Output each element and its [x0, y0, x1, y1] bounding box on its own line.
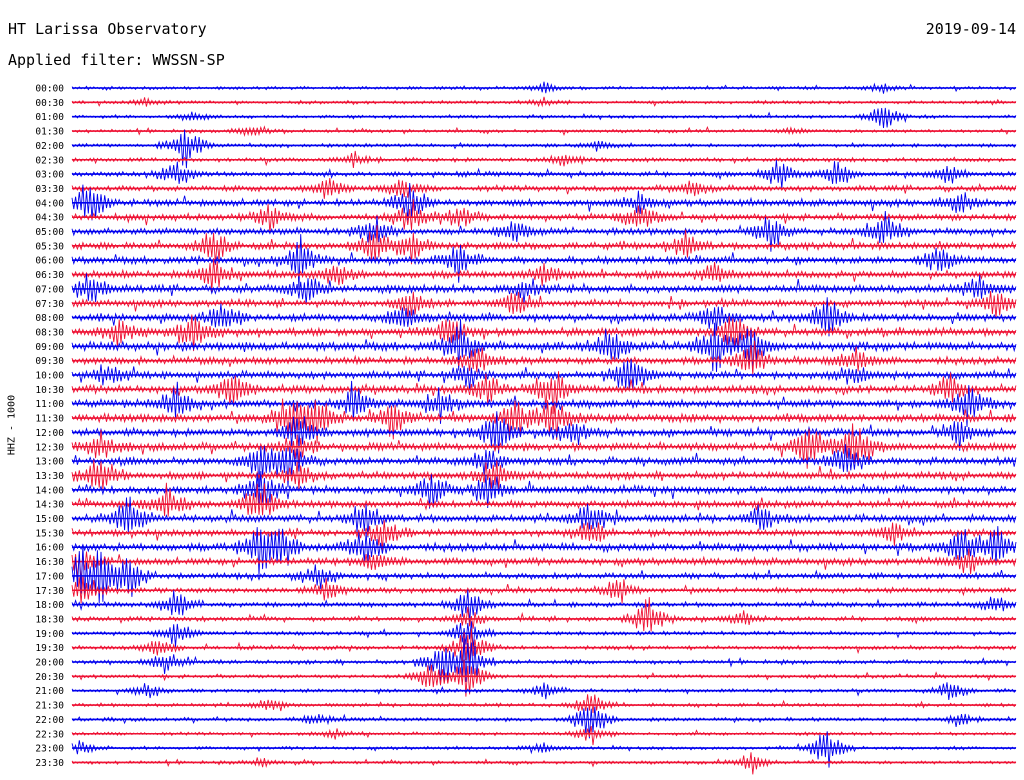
tick-label-1130: 11:30 [35, 414, 64, 425]
trace-1900 [71, 621, 1017, 650]
tick-label-1100: 11:00 [35, 399, 64, 410]
tick-label-2030: 20:30 [35, 672, 64, 683]
tick-label-1330: 13:30 [35, 471, 64, 482]
trace-1700 [71, 544, 1017, 604]
tick-label-0530: 05:30 [35, 241, 64, 252]
tick-label-1430: 14:30 [35, 500, 64, 511]
filter-label: Applied filter: WWSSN-SP [8, 51, 225, 69]
tick-label-1230: 12:30 [35, 442, 64, 453]
tick-label-1830: 18:30 [35, 614, 64, 625]
tick-label-1730: 17:30 [35, 586, 64, 597]
tick-label-0300: 03:00 [35, 170, 64, 181]
tick-label-0030: 00:30 [35, 98, 64, 109]
trace-1300 [71, 444, 1017, 488]
tick-label-0600: 06:00 [35, 256, 64, 267]
tick-label-1030: 10:30 [35, 385, 64, 396]
trace-2330 [71, 752, 1017, 775]
tick-label-1600: 16:00 [35, 543, 64, 554]
tick-label-0830: 08:30 [35, 327, 64, 338]
tick-label-0930: 09:30 [35, 356, 64, 367]
tick-label-1900: 19:00 [35, 629, 64, 640]
tick-label-0130: 01:30 [35, 127, 64, 138]
trace-1630 [71, 548, 1017, 582]
trace-0100 [71, 107, 1017, 129]
trace-2130 [71, 694, 1017, 714]
tick-label-1500: 15:00 [35, 514, 64, 525]
trace-1330 [71, 459, 1017, 490]
tick-label-0200: 02:00 [35, 141, 64, 152]
tick-label-1930: 19:30 [35, 643, 64, 654]
station-title: HT Larissa Observatory [8, 20, 207, 38]
tick-label-0000: 00:00 [35, 84, 64, 95]
tick-label-1400: 14:00 [35, 485, 64, 496]
tick-label-2300: 23:00 [35, 744, 64, 755]
tick-label-2230: 22:30 [35, 729, 64, 740]
date-label: 2019-09-14 [925, 20, 1016, 38]
tick-label-0800: 08:00 [35, 313, 64, 324]
tick-label-0430: 04:30 [35, 213, 64, 224]
tick-label-1700: 17:00 [35, 571, 64, 582]
tick-label-1200: 12:00 [35, 428, 64, 439]
trace-1130 [71, 398, 1017, 444]
tick-label-0330: 03:30 [35, 184, 64, 195]
trace-0200 [71, 129, 1017, 169]
tick-label-0230: 02:30 [35, 155, 64, 166]
trace-0500 [71, 210, 1017, 252]
trace-2230 [71, 725, 1017, 746]
trace-1530 [71, 520, 1017, 551]
trace-1200 [71, 411, 1017, 454]
tick-label-2000: 20:00 [35, 658, 64, 669]
tick-label-2200: 22:00 [35, 715, 64, 726]
tick-label-1000: 10:00 [35, 371, 64, 382]
tick-label-0730: 07:30 [35, 299, 64, 310]
tick-label-2330: 23:30 [35, 758, 64, 769]
tick-label-0900: 09:00 [35, 342, 64, 353]
trace-0800 [71, 297, 1017, 337]
tick-label-0700: 07:00 [35, 284, 64, 295]
tick-label-2100: 21:00 [35, 686, 64, 697]
tick-label-1800: 18:00 [35, 600, 64, 611]
tick-label-0630: 06:30 [35, 270, 64, 281]
tick-label-0400: 04:00 [35, 198, 64, 209]
tick-label-1530: 15:30 [35, 528, 64, 539]
tick-label-1300: 13:00 [35, 457, 64, 468]
tick-label-0100: 01:00 [35, 112, 64, 123]
trace-0930 [71, 340, 1017, 375]
tick-label-2130: 21:30 [35, 701, 64, 712]
tick-label-1630: 16:30 [35, 557, 64, 568]
tick-label-0500: 05:00 [35, 227, 64, 238]
